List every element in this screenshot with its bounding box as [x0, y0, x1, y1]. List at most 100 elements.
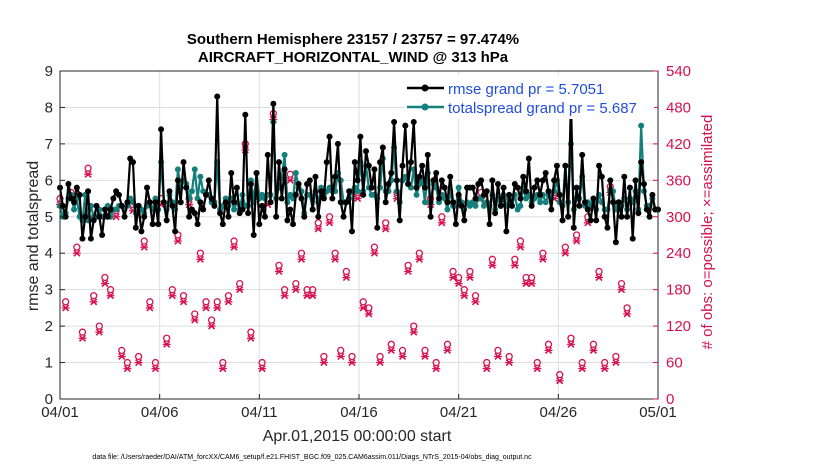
rmse-point: [152, 199, 159, 206]
rmse-point: [163, 217, 170, 224]
y-tick-label: 8: [45, 99, 53, 116]
rmse-point: [573, 184, 580, 191]
rmse-point: [539, 177, 546, 184]
rmse-point: [233, 184, 240, 191]
obs-assimilated-point: [471, 298, 480, 306]
rmse-point: [132, 224, 139, 231]
x-tick-label: 05/01: [639, 404, 677, 421]
obs-assimilated-point: [201, 304, 210, 312]
totalspread-point: [517, 202, 524, 209]
obs-assimilated-point: [437, 219, 446, 227]
rmse-point: [264, 151, 271, 158]
obs-possible-point: [337, 346, 345, 355]
obs-possible-point: [207, 316, 216, 324]
obs-assimilated-point: [145, 304, 154, 312]
obs-assimilated-point: [420, 352, 429, 361]
obs-possible-point: [404, 261, 412, 270]
x-tick-label: 04/01: [41, 404, 79, 421]
obs-assimilated-point: [286, 176, 295, 184]
obs-assimilated-point: [308, 292, 317, 300]
obs-assimilated-point: [89, 298, 98, 306]
rmse-point: [444, 199, 451, 206]
totalspread-point: [197, 173, 204, 180]
left-axis-ticks: 0 1 2 3 4 5 6 7 8 9: [45, 63, 65, 408]
obs-possible-point: [601, 358, 609, 367]
rmse-point: [433, 170, 440, 177]
obs-possible-point: [567, 334, 575, 342]
obs-possible-point: [286, 170, 294, 178]
rmse-point: [618, 213, 625, 220]
rmse-point: [225, 213, 232, 220]
rmse-point: [421, 184, 428, 191]
y-tick-label: 3: [45, 282, 53, 299]
rmse-point: [402, 122, 409, 129]
obs-possible-point: [309, 286, 317, 294]
y2-tick-label: 420: [666, 136, 691, 153]
rmse-point: [503, 228, 510, 235]
obs-assimilated-point: [274, 267, 283, 276]
rmse-point: [318, 188, 325, 195]
rmse-point: [107, 206, 114, 213]
obs-assimilated-point: [207, 322, 216, 330]
obs-possible-point: [236, 279, 244, 288]
obs-assimilated-point: [336, 352, 345, 361]
rmse-point: [323, 159, 330, 166]
obs-possible-point: [595, 267, 603, 276]
rmse-point: [202, 191, 209, 198]
obs-possible-point: [516, 237, 525, 245]
obs-possible-point: [432, 358, 440, 367]
rmse-point: [629, 235, 636, 242]
obs-assimilated-point: [297, 255, 306, 263]
rmse-point: [329, 195, 336, 202]
x-axis-label: Apr.01,2015 00:00:00 start: [263, 428, 452, 445]
rmse-point: [517, 195, 524, 202]
obs-assimilated-point: [381, 225, 390, 233]
rmse-point: [365, 162, 372, 169]
rmse-point: [472, 195, 479, 202]
rmse-point: [211, 202, 218, 209]
rmse-point: [584, 206, 591, 213]
rmse-point: [523, 188, 530, 195]
obs-assimilated-point: [454, 280, 463, 288]
rmse-point: [247, 180, 254, 187]
rmse-point: [141, 213, 148, 220]
obs-assimilated-point: [190, 316, 199, 324]
obs-assimilated-point: [314, 225, 323, 233]
rmse-point: [413, 184, 420, 191]
rmse-point: [183, 184, 190, 191]
obs-assimilated-point: [224, 298, 233, 306]
rmse-point: [200, 206, 207, 213]
rmse-point: [612, 239, 619, 246]
obs-assimilated-point: [140, 243, 149, 251]
rmse-point: [430, 177, 437, 184]
chart-title-line2: AIRCRAFT_HORIZONTAL_WIND @ 313 hPa: [198, 49, 509, 66]
rmse-point: [646, 213, 653, 220]
obs-possible-point: [230, 237, 238, 245]
rmse-point: [298, 195, 305, 202]
rmse-point: [208, 195, 215, 202]
y-tick-label: 5: [45, 209, 53, 226]
obs-possible-point: [572, 231, 581, 239]
rmse-point: [590, 195, 597, 202]
rmse-point: [407, 159, 414, 166]
obs-assimilated-point: [218, 365, 227, 373]
rmse-point: [59, 202, 66, 209]
obs-assimilated-point: [230, 243, 239, 251]
obs-assimilated-point: [533, 365, 542, 373]
rmse-point: [250, 232, 257, 238]
obs-possible-point: [118, 346, 126, 355]
obs-assimilated-point: [72, 249, 81, 257]
obs-assimilated-point: [376, 358, 385, 367]
rmse-point: [301, 213, 308, 220]
obs-assimilated-point: [432, 365, 441, 373]
obs-assimilated-point: [555, 377, 564, 385]
rmse-point: [486, 221, 493, 228]
obs-possible-point: [106, 286, 115, 294]
y2-axis-label: # of obs: o=possible; ×=assimilated: [699, 115, 716, 350]
rmse-point: [346, 188, 353, 195]
rmse-point: [610, 199, 617, 206]
rmse-point: [239, 206, 246, 213]
rmse-point: [281, 166, 288, 173]
obs-possible-point: [84, 164, 92, 172]
rmse-point: [596, 162, 603, 169]
